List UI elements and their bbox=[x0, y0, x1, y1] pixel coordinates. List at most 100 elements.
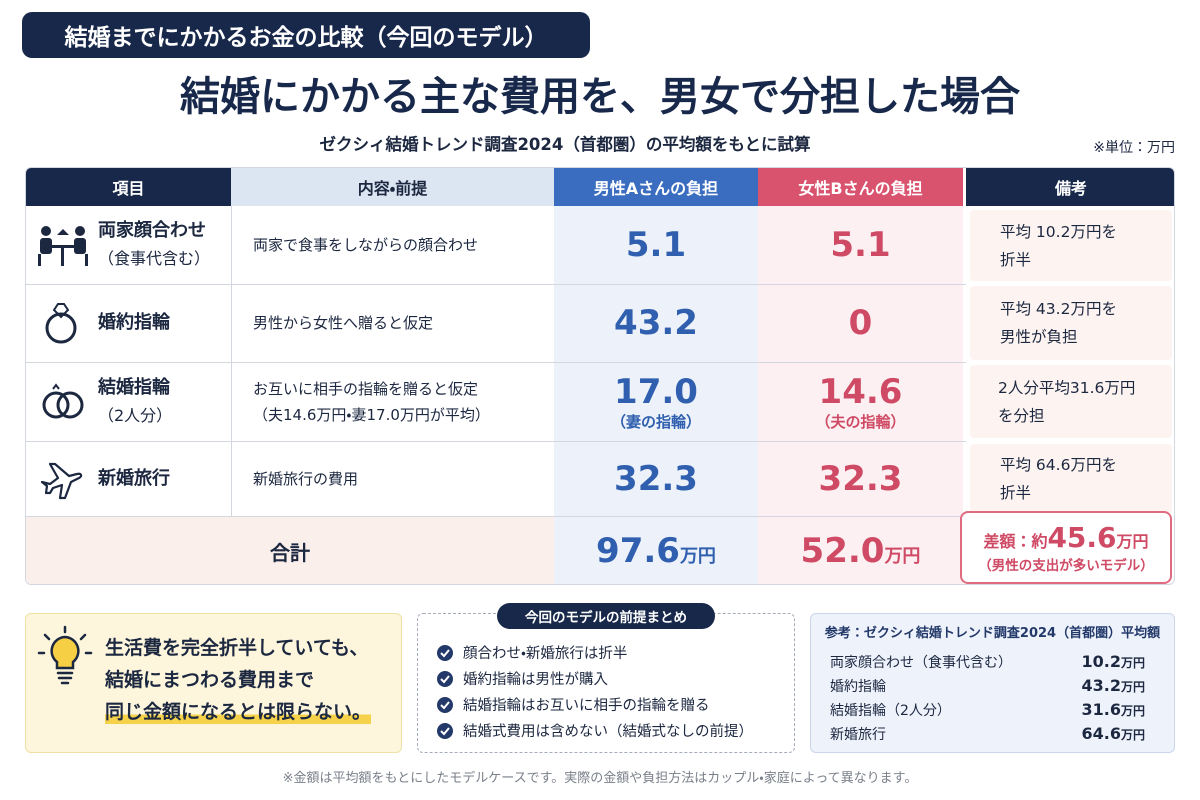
check-icon bbox=[437, 670, 453, 687]
item-text: 新婚旅行 bbox=[98, 467, 170, 489]
female-total-value: 52.0 bbox=[800, 531, 885, 571]
difference-line: 差額：約45.6万円 bbox=[983, 521, 1148, 554]
reference-value: 10.2 bbox=[1081, 652, 1121, 671]
item-cell: 新婚旅行 bbox=[98, 441, 231, 516]
detail-cell: お互いに相手の指輪を贈ると仮定 （夫14.6万円・妻17.0万円が平均） bbox=[253, 362, 553, 441]
summary-text: 婚約指輪は男性が購入 bbox=[463, 672, 608, 688]
item-text: 婚約指輪 bbox=[98, 312, 170, 333]
item-cell: 結婚指輪 （2人分） bbox=[98, 362, 231, 441]
note-cell: 平均 10.2万円を 折半 bbox=[970, 210, 1172, 281]
female-value: 0 bbox=[848, 303, 873, 343]
check-icon bbox=[437, 644, 453, 661]
item-cell: 両家顔合わせ （食事代含む） bbox=[98, 206, 231, 284]
message-box bbox=[25, 613, 402, 753]
reference-unit: 万円 bbox=[1120, 680, 1145, 694]
female-sub: （夫の指輪） bbox=[815, 412, 906, 431]
reference-row: 婚約指輪 43.2万円 bbox=[830, 676, 1145, 696]
note-text: 折半 bbox=[1000, 250, 1032, 269]
note-cell: 2人分平均31.6万円 を分担 bbox=[970, 365, 1172, 438]
note-cell: 平均 43.2万円を 男性が負担 bbox=[970, 286, 1172, 360]
summary-title: 今回のモデルの前提まとめ bbox=[497, 603, 715, 629]
male-value-cell: 17.0 （妻の指輪） bbox=[554, 362, 758, 441]
detail-cell: 両家で食事をしながらの顔合わせ bbox=[253, 206, 553, 284]
unit-note: ※単位：万円 bbox=[1093, 140, 1175, 156]
row-line bbox=[26, 284, 966, 285]
summary-item: 婚約指輪は男性が購入 bbox=[437, 668, 608, 689]
note-text: を分担 bbox=[998, 406, 1045, 425]
female-value-cell: 14.6 （夫の指輪） bbox=[758, 362, 963, 441]
item-text: （2人分） bbox=[98, 405, 173, 425]
reference-row: 新婚旅行 64.6万円 bbox=[830, 724, 1145, 744]
note-text: 折半 bbox=[1000, 483, 1032, 502]
item-cell: 婚約指輪 bbox=[98, 284, 231, 362]
row-line bbox=[26, 362, 966, 363]
row-line bbox=[26, 441, 966, 442]
reference-row: 結婚指輪（2人分） 31.6万円 bbox=[830, 700, 1145, 720]
note-text: 平均 64.6万円を bbox=[1000, 455, 1117, 474]
rings-icon bbox=[42, 383, 84, 419]
female-value: 32.3 bbox=[818, 458, 903, 499]
female-value: 5.1 bbox=[830, 225, 891, 265]
subtitle: ゼクシィ結婚トレンド調査2024（首都圏）の平均額をもとに試算 bbox=[319, 135, 811, 154]
summary-text: 結婚指輪はお互いに相手の指輪を贈る bbox=[463, 698, 710, 714]
header-cell: 男性Aさんの負担 bbox=[554, 168, 758, 206]
col-line bbox=[231, 206, 232, 516]
detail-text: 新婚旅行の費用 bbox=[253, 469, 359, 488]
detail-cell: 新婚旅行の費用 bbox=[253, 441, 553, 516]
difference-note: （男性の支出が多いモデル） bbox=[978, 558, 1154, 574]
badge: 結婚までにかかるお金の比較（今回のモデル） bbox=[22, 12, 590, 58]
reference-amount: 10.2万円 bbox=[1082, 652, 1146, 672]
male-value: 17.0 bbox=[614, 371, 698, 412]
female-column-bg bbox=[758, 206, 963, 584]
message-line: 生活費を完全折半していても、 bbox=[105, 637, 369, 659]
female-total-cell: 52.0万円 bbox=[758, 516, 963, 584]
summary-item: 結婚式費用は含めない（結婚式なしの前提） bbox=[437, 720, 753, 741]
reference-box bbox=[810, 613, 1175, 753]
item-text: 両家顔合わせ bbox=[98, 220, 206, 241]
reference-value: 31.6 bbox=[1081, 700, 1121, 719]
message-line: 結婚にまつわる費用まで bbox=[105, 669, 315, 691]
male-total: 97.6万円 bbox=[596, 531, 716, 571]
plane-icon bbox=[40, 462, 83, 500]
note-text: 平均 10.2万円を bbox=[1000, 222, 1117, 241]
note-text: 2人分平均31.6万円 bbox=[998, 378, 1136, 397]
total-label: 合計 bbox=[270, 540, 310, 565]
male-total-unit: 万円 bbox=[679, 546, 716, 567]
difference-unit: 万円 bbox=[1116, 532, 1149, 551]
item-text: 結婚指輪 bbox=[98, 376, 170, 398]
male-total-cell: 97.6万円 bbox=[554, 516, 758, 584]
footnote: ※金額は平均額をもとにしたモデルケースです。実際の金額や負担方法はカップル・家庭… bbox=[282, 771, 918, 786]
header-cell: 内容・前提 bbox=[231, 168, 554, 206]
difference-box: 差額：約45.6万円 （男性の支出が多いモデル） bbox=[960, 511, 1172, 584]
reference-amount: 31.6万円 bbox=[1082, 700, 1146, 720]
male-value: 5.1 bbox=[625, 225, 687, 265]
male-total-value: 97.6 bbox=[596, 531, 680, 571]
reference-unit: 万円 bbox=[1120, 656, 1145, 670]
message-line: 同じ金額になるとは限らない。 bbox=[105, 697, 372, 724]
bulb-icon bbox=[37, 625, 93, 685]
female-total-unit: 万円 bbox=[884, 546, 921, 567]
reference-value: 64.6 bbox=[1081, 724, 1121, 743]
header-cell: 備考 bbox=[966, 168, 1174, 206]
reference-amount: 43.2万円 bbox=[1082, 676, 1146, 696]
reference-amount: 64.6万円 bbox=[1082, 724, 1146, 744]
header-cell: 項目 bbox=[26, 168, 231, 206]
reference-row: 両家顔合わせ（食事代含む） 10.2万円 bbox=[830, 652, 1145, 672]
main-title: 結婚にかかる主な費用を、男女で分担した場合 bbox=[180, 74, 1020, 120]
reference-unit: 万円 bbox=[1120, 704, 1145, 718]
male-column-bg bbox=[554, 206, 758, 584]
summary-item: 結婚指輪はお互いに相手の指輪を贈る bbox=[437, 694, 710, 715]
reference-unit: 万円 bbox=[1120, 728, 1145, 742]
reference-value: 43.2 bbox=[1081, 676, 1121, 695]
summary-item: 顔合わせ・新婚旅行は折半 bbox=[437, 642, 627, 663]
female-value: 14.6 bbox=[818, 371, 903, 412]
check-icon bbox=[437, 696, 453, 713]
reference-label: 新婚旅行 bbox=[830, 727, 886, 743]
note-text: 男性が負担 bbox=[1000, 328, 1078, 346]
difference-value: 45.6 bbox=[1047, 521, 1117, 554]
detail-text: （夫14.6万円・妻17.0万円が平均） bbox=[253, 405, 490, 424]
reference-label: 婚約指輪 bbox=[830, 679, 886, 695]
check-icon bbox=[437, 722, 453, 739]
item-text: （食事代含む） bbox=[98, 249, 211, 268]
